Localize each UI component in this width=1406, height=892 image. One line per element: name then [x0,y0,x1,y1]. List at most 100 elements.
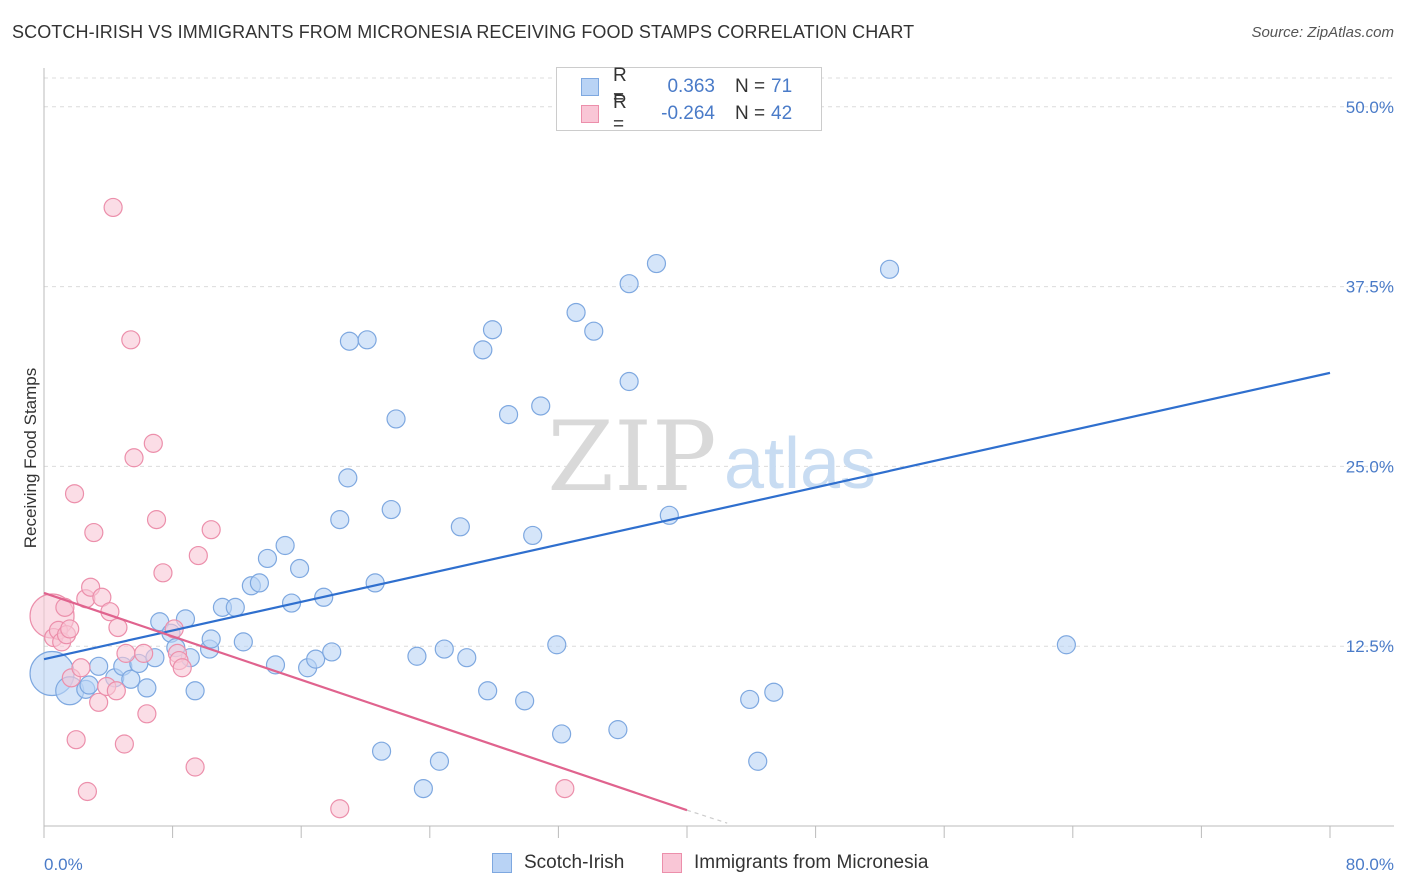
micronesia-point [60,619,80,639]
scotch-irish-point [429,751,450,771]
legend-label-micronesia: Immigrants from Micronesia [694,852,929,873]
trend-lines [43,371,1331,824]
y-tick-label: 25.0% [1346,457,1394,476]
scotch-irish-point [137,678,157,698]
scotch-irish-point [457,648,477,668]
scotch-irish-point [498,405,519,425]
scotch-irish-point [434,639,454,659]
scotch-irish-point [249,573,270,593]
legend-label-scotch-irish: Scotch-Irish [524,852,625,873]
micronesia-point [64,484,85,504]
watermark-atlas: atlas [724,424,876,504]
scotch-irish-point [330,510,350,530]
scotch-irish-point [275,535,295,556]
scotch-irish-point [233,632,253,652]
micronesia-point [55,597,75,617]
scotch-irish-point [879,259,900,279]
scotch-irish-point [764,682,784,702]
scotch-irish-point [531,396,551,416]
scotch-irish-point [185,681,205,701]
micronesia-point [134,643,154,663]
micronesia-point [137,704,157,724]
legend-n-label: N = [735,76,766,97]
scotch-irish-point [547,635,567,655]
legend-n-value: 71 [771,76,793,97]
micronesia-point [153,563,173,583]
scotch-irish-point [289,558,310,579]
micronesia-point [201,520,221,540]
scotch-irish-point [584,321,604,341]
scotch-irish-point [225,597,245,617]
scotch-irish-point [473,340,493,360]
micronesia-point [146,510,167,530]
scotch-irish-point [619,371,639,392]
x-tick-label: 0.0% [44,855,83,874]
legend-r-value: 0.363 [667,76,715,97]
scotch-irish-point [357,330,377,350]
scotch-irish-point [322,642,342,662]
legend-r-label: R = [613,65,627,108]
scotch-irish-point [121,669,141,689]
x-tick-label: 80.0% [1346,855,1394,874]
micronesia-point [84,522,104,543]
scotch-irish-point [740,689,760,710]
micronesia-point [103,197,123,218]
micronesia-point [116,643,136,663]
scotch-irish-point [413,778,433,799]
scotch-irish-point [482,320,503,340]
series-legend: Scotch-Irish Immigrants from Micronesia [0,852,1406,876]
micronesia-point [124,448,144,468]
micronesia-point [92,587,112,607]
micronesia-point [106,681,126,701]
legend-r-label: R = [613,92,627,135]
trend-line-micronesia [43,591,688,812]
legend-swatch-scotch-irish [581,78,599,96]
watermark-zip: ZIP [547,401,716,513]
watermark: ZIP atlas [547,401,876,513]
micronesia-point [185,757,205,777]
scotch-irish-point [515,691,535,711]
tick-labels: 12.5% 25.0% 37.5% 50.0% 0.0% 80.0% [44,98,1394,874]
scotch-irish-point [257,548,278,569]
legend-n-label: N = [735,103,766,124]
scotch-irish-point [748,751,768,771]
scotch-irish-point [619,274,639,294]
y-tick-label: 50.0% [1346,98,1394,117]
scotch-irish-point [450,517,470,537]
grid-lines [44,77,1394,647]
y-tick-label: 12.5% [1346,637,1394,656]
micronesia-point [172,658,192,678]
legend-swatch-scotch-irish [492,853,512,873]
scotch-irish-point [386,409,406,429]
scotch-irish-point [407,646,427,666]
micronesia-point [66,730,86,750]
micronesia-point [114,734,134,754]
correlation-legend: R = 0.363 N = 71 R = -0.264 N = 42 [556,65,822,135]
scotch-irish-point [608,720,628,740]
legend-row-micronesia: R = -0.264 N = 42 [581,92,801,135]
micronesia-point [77,781,98,802]
micronesia-point [555,778,575,799]
scotch-irish-point [371,741,392,761]
scotch-irish-point [89,656,109,676]
legend-swatch-micronesia [581,105,599,123]
y-tick-label: 37.5% [1346,278,1394,297]
legend-item-scotch-irish[interactable]: Scotch-Irish [492,852,624,874]
scotch-irish-point [381,499,401,520]
source-credit: Source: ZipAtlas.com [1251,24,1394,41]
micronesia-point [121,330,141,350]
legend-row-scotch-irish: R = 0.363 N = 71 [581,65,801,108]
legend-item-micronesia[interactable]: Immigrants from Micronesia [662,852,928,874]
legend-swatch-micronesia [662,853,682,873]
scotch-irish-point [646,253,667,274]
trend-line-scotch-irish [43,371,1331,661]
micronesia-point [143,433,163,453]
micronesia-point [330,799,350,819]
scotch-irish-point [552,724,572,744]
scotch-irish-point [1056,635,1076,655]
legend-r-value: -0.264 [661,103,715,124]
series-micronesia-points [29,197,575,819]
axes [43,68,1394,838]
scotch-irish-point [339,331,360,351]
